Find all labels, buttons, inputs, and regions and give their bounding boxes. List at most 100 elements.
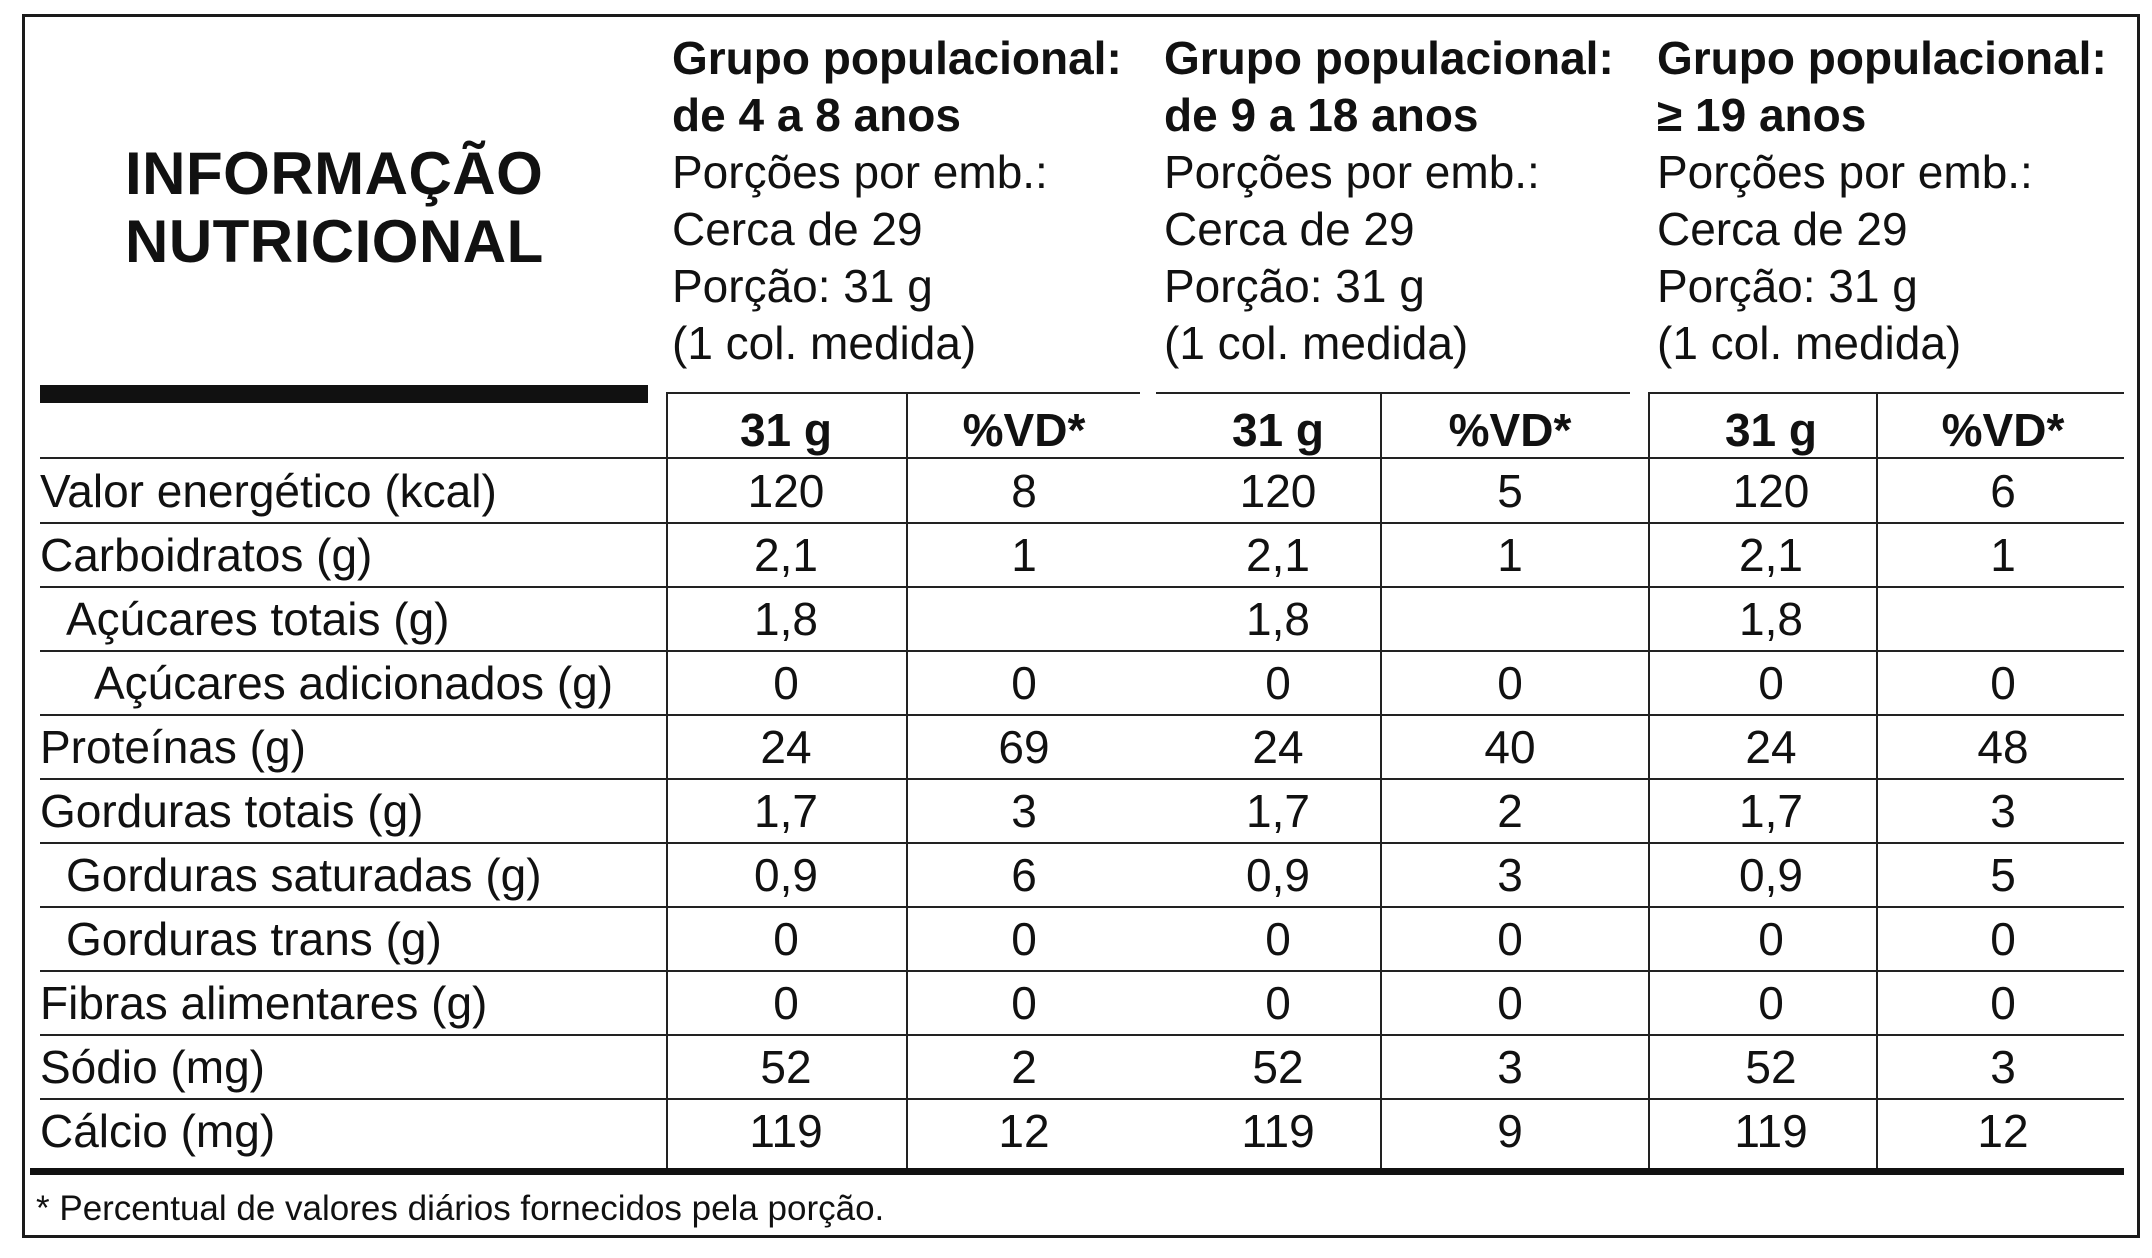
- nutrient-label: Fibras alimentares (g): [40, 977, 488, 1029]
- amount-value: 2,1: [754, 529, 818, 581]
- amount-value: 0: [1265, 977, 1291, 1029]
- dv-value: 6: [1011, 849, 1037, 901]
- column-header-dv: %VD*: [1448, 404, 1572, 456]
- dv-value: 0: [1990, 977, 2016, 1029]
- dv-value: [1893, 587, 2113, 651]
- column-header-amount: 31 g: [1724, 404, 1818, 456]
- dv-value: 40: [1484, 721, 1536, 773]
- nutrient-label: Carboidratos (g): [40, 529, 373, 581]
- dv-value: 0: [1011, 913, 1037, 965]
- column-divider: [906, 392, 908, 1172]
- dv-value: 69: [998, 721, 1050, 773]
- amount-value: 119: [1734, 1105, 1808, 1157]
- group-title: Grupo populacional:: [672, 32, 1122, 84]
- dv-value: 1: [1011, 529, 1037, 581]
- column-header-dv: %VD*: [1941, 404, 2065, 456]
- portion-size: Porção: 31 g: [1657, 260, 1918, 312]
- nutrient-label: Gorduras saturadas (g): [66, 849, 542, 901]
- amount-value: 0,9: [1739, 849, 1803, 901]
- amount-value: 0: [1758, 977, 1784, 1029]
- amount-value: 0: [1265, 913, 1291, 965]
- dv-value: [1400, 587, 1620, 651]
- amount-value: 0,9: [754, 849, 818, 901]
- group-title: Grupo populacional:: [1164, 32, 1614, 84]
- title-rule: [40, 385, 648, 403]
- dv-value: 12: [1977, 1105, 2029, 1157]
- column-divider: [666, 392, 668, 1172]
- row-divider: [40, 457, 2124, 459]
- amount-value: 1,7: [1246, 785, 1310, 837]
- row-divider: [40, 714, 2124, 716]
- amount-value: 2,1: [1246, 529, 1310, 581]
- column-divider: [1380, 392, 1382, 1172]
- group-age-range: de 4 a 8 anos: [672, 89, 961, 141]
- amount-value: 52: [760, 1041, 812, 1093]
- column-header-amount: 31 g: [739, 404, 833, 456]
- dv-value: 0: [1497, 977, 1523, 1029]
- dv-value: 0: [1990, 913, 2016, 965]
- column-divider: [1876, 392, 1878, 1172]
- footnote: * Percentual de valores diários fornecid…: [36, 1189, 885, 1228]
- row-divider: [40, 1098, 2124, 1100]
- dv-value: 3: [1990, 785, 2016, 837]
- dv-value: 0: [1497, 913, 1523, 965]
- dv-value: 0: [1990, 657, 2016, 709]
- row-divider: [40, 586, 2124, 588]
- amount-value: 1,7: [754, 785, 818, 837]
- dv-value: 3: [1011, 785, 1037, 837]
- nutrient-label: Valor energético (kcal): [40, 465, 497, 517]
- row-divider: [1648, 392, 2124, 394]
- portion-measure: (1 col. medida): [1657, 317, 1962, 369]
- row-divider: [40, 522, 2124, 524]
- amount-value: 1,8: [754, 593, 818, 645]
- group-header-19-plus: Grupo populacional: ≥ 19 anos Porções po…: [1657, 30, 2107, 372]
- nutrient-label: Cálcio (mg): [40, 1105, 276, 1157]
- dv-value: 9: [1497, 1105, 1523, 1157]
- dv-value: 8: [1011, 465, 1037, 517]
- nutrition-facts-panel: [22, 14, 2140, 1238]
- dv-value: 5: [1990, 849, 2016, 901]
- dv-value: 0: [1497, 657, 1523, 709]
- servings-value: Cerca de 29: [1657, 203, 1908, 255]
- amount-value: 2,1: [1739, 529, 1803, 581]
- amount-value: 24: [1745, 721, 1797, 773]
- servings-label: Porções por emb.:: [672, 146, 1048, 198]
- amount-value: 24: [760, 721, 812, 773]
- row-divider: [40, 906, 2124, 908]
- servings-value: Cerca de 29: [1164, 203, 1415, 255]
- amount-value: 1,8: [1246, 593, 1310, 645]
- amount-value: 0: [1758, 913, 1784, 965]
- amount-value: 119: [749, 1105, 823, 1157]
- group-header-9-18: Grupo populacional: de 9 a 18 anos Porçõ…: [1164, 30, 1614, 372]
- panel-title: INFORMAÇÃO NUTRICIONAL: [125, 140, 544, 276]
- nutrient-label: Proteínas (g): [40, 721, 306, 773]
- amount-value: 0: [1758, 657, 1784, 709]
- nutrient-label: Gorduras totais (g): [40, 785, 424, 837]
- group-header-4-8: Grupo populacional: de 4 a 8 anos Porçõe…: [672, 30, 1122, 372]
- amount-value: 120: [1732, 465, 1810, 517]
- row-divider: [40, 970, 2124, 972]
- amount-value: 119: [1241, 1105, 1315, 1157]
- group-age-range: de 9 a 18 anos: [1164, 89, 1479, 141]
- row-divider: [40, 650, 2124, 652]
- amount-value: 1,7: [1739, 785, 1803, 837]
- dv-value: 1: [1497, 529, 1523, 581]
- dv-value: 3: [1990, 1041, 2016, 1093]
- bottom-rule: [30, 1168, 2124, 1175]
- row-divider: [40, 778, 2124, 780]
- servings-value: Cerca de 29: [672, 203, 923, 255]
- dv-value: 2: [1497, 785, 1523, 837]
- amount-value: 0,9: [1246, 849, 1310, 901]
- column-divider: [1648, 392, 1650, 1172]
- dv-value: 3: [1497, 1041, 1523, 1093]
- amount-value: 52: [1745, 1041, 1797, 1093]
- column-header-dv: %VD*: [962, 404, 1086, 456]
- servings-label: Porções por emb.:: [1164, 146, 1540, 198]
- dv-value: 0: [1011, 657, 1037, 709]
- amount-value: 120: [1239, 465, 1317, 517]
- group-title: Grupo populacional:: [1657, 32, 2107, 84]
- dv-value: 12: [998, 1105, 1050, 1157]
- amount-value: 0: [773, 913, 799, 965]
- dv-value: 48: [1977, 721, 2029, 773]
- nutrient-label: Açúcares totais (g): [66, 593, 450, 645]
